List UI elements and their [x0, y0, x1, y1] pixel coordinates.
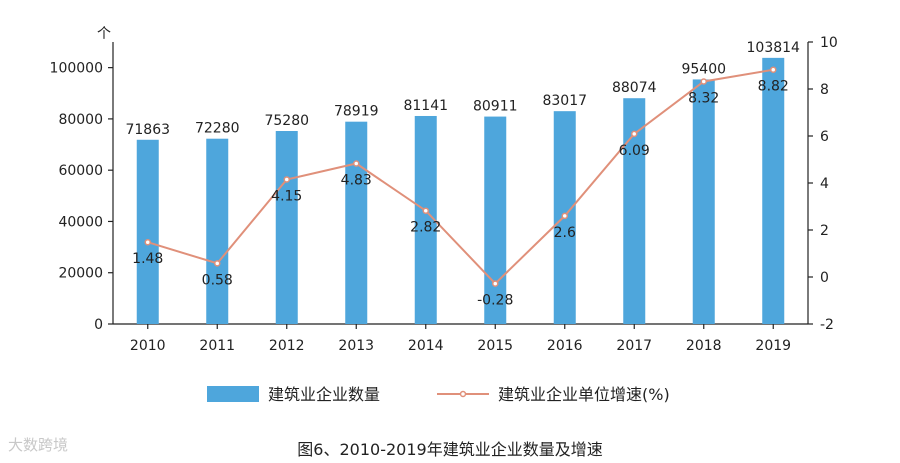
x-tick-label: 2019 [755, 338, 791, 354]
left-tick-label: 40000 [58, 214, 103, 230]
bar [414, 115, 437, 324]
bar-value-label: 95400 [681, 61, 726, 77]
growth-value-label: 2.82 [410, 220, 441, 236]
right-tick-label: 2 [820, 223, 829, 239]
legend-bar-label: 建筑业企业数量 [268, 385, 380, 404]
growth-point [770, 66, 777, 73]
right-tick-label: -2 [820, 317, 834, 333]
x-tick-label: 2017 [616, 338, 652, 354]
growth-value-label: 4.15 [271, 188, 302, 204]
right-tick-label: 6 [820, 129, 829, 145]
right-tick-label: 8 [820, 82, 829, 98]
bar [345, 121, 368, 324]
left-axis-unit: 个 [97, 26, 111, 42]
watermark: 大数跨境 [8, 436, 69, 454]
bar [692, 79, 715, 324]
right-tick-label: 0 [820, 270, 829, 286]
right-tick-label: 4 [820, 176, 829, 192]
growth-point [631, 130, 638, 138]
x-tick-label: 2016 [547, 338, 583, 354]
left-tick-label: 0 [94, 317, 103, 333]
growth-value-label: 4.83 [341, 172, 372, 188]
bar-value-label: 88074 [612, 80, 657, 96]
growth-point [283, 176, 290, 183]
bar-value-label: 71863 [125, 122, 170, 138]
bar-value-label: 103814 [747, 40, 801, 56]
growth-value-label: 6.09 [619, 143, 650, 159]
growth-point [214, 260, 221, 267]
x-tick-label: 2010 [130, 338, 166, 354]
x-tick-label: 2011 [199, 338, 235, 354]
growth-value-label: 0.58 [202, 272, 233, 288]
bar-value-label: 72280 [195, 121, 240, 137]
bar-value-label: 81141 [403, 98, 448, 114]
legend-line-marker [459, 390, 467, 398]
bar [623, 98, 646, 324]
right-tick-label: 10 [820, 35, 838, 51]
bar [275, 131, 298, 324]
x-tick-label: 2012 [269, 338, 305, 354]
bar [206, 138, 229, 324]
growth-value-label: 8.82 [758, 79, 789, 95]
growth-value-label: -0.28 [477, 293, 513, 309]
legend-line-label: 建筑业企业单位增速(%) [498, 385, 670, 404]
left-tick-label: 80000 [58, 112, 103, 128]
growth-point [353, 160, 360, 167]
growth-point [144, 238, 151, 246]
bar [762, 57, 785, 325]
bar-value-label: 78919 [334, 104, 379, 120]
x-tick-label: 2018 [686, 338, 722, 354]
left-tick-label: 20000 [58, 266, 103, 282]
growth-point [561, 212, 568, 220]
x-tick-label: 2014 [408, 338, 444, 354]
x-tick-label: 2013 [338, 338, 374, 354]
growth-line [147, 68, 774, 286]
growth-value-label: 1.48 [132, 251, 163, 267]
bar-value-label: 83017 [542, 93, 587, 109]
growth-value-label: 8.32 [688, 90, 719, 106]
bar-value-label: 75280 [264, 113, 309, 129]
growth-value-label: 2.6 [554, 225, 576, 241]
growth-point [422, 207, 429, 214]
growth-point [700, 78, 707, 85]
left-tick-label: 60000 [58, 163, 103, 179]
legend-bar-swatch [207, 386, 259, 402]
bar [136, 139, 159, 324]
x-tick-label: 2015 [477, 338, 513, 354]
bar [484, 116, 507, 325]
bar-value-label: 80911 [473, 99, 518, 115]
growth-point [492, 280, 499, 287]
left-tick-label: 100000 [50, 61, 103, 77]
figure-caption: 图6、2010-2019年建筑业企业数量及增速 [297, 440, 603, 459]
